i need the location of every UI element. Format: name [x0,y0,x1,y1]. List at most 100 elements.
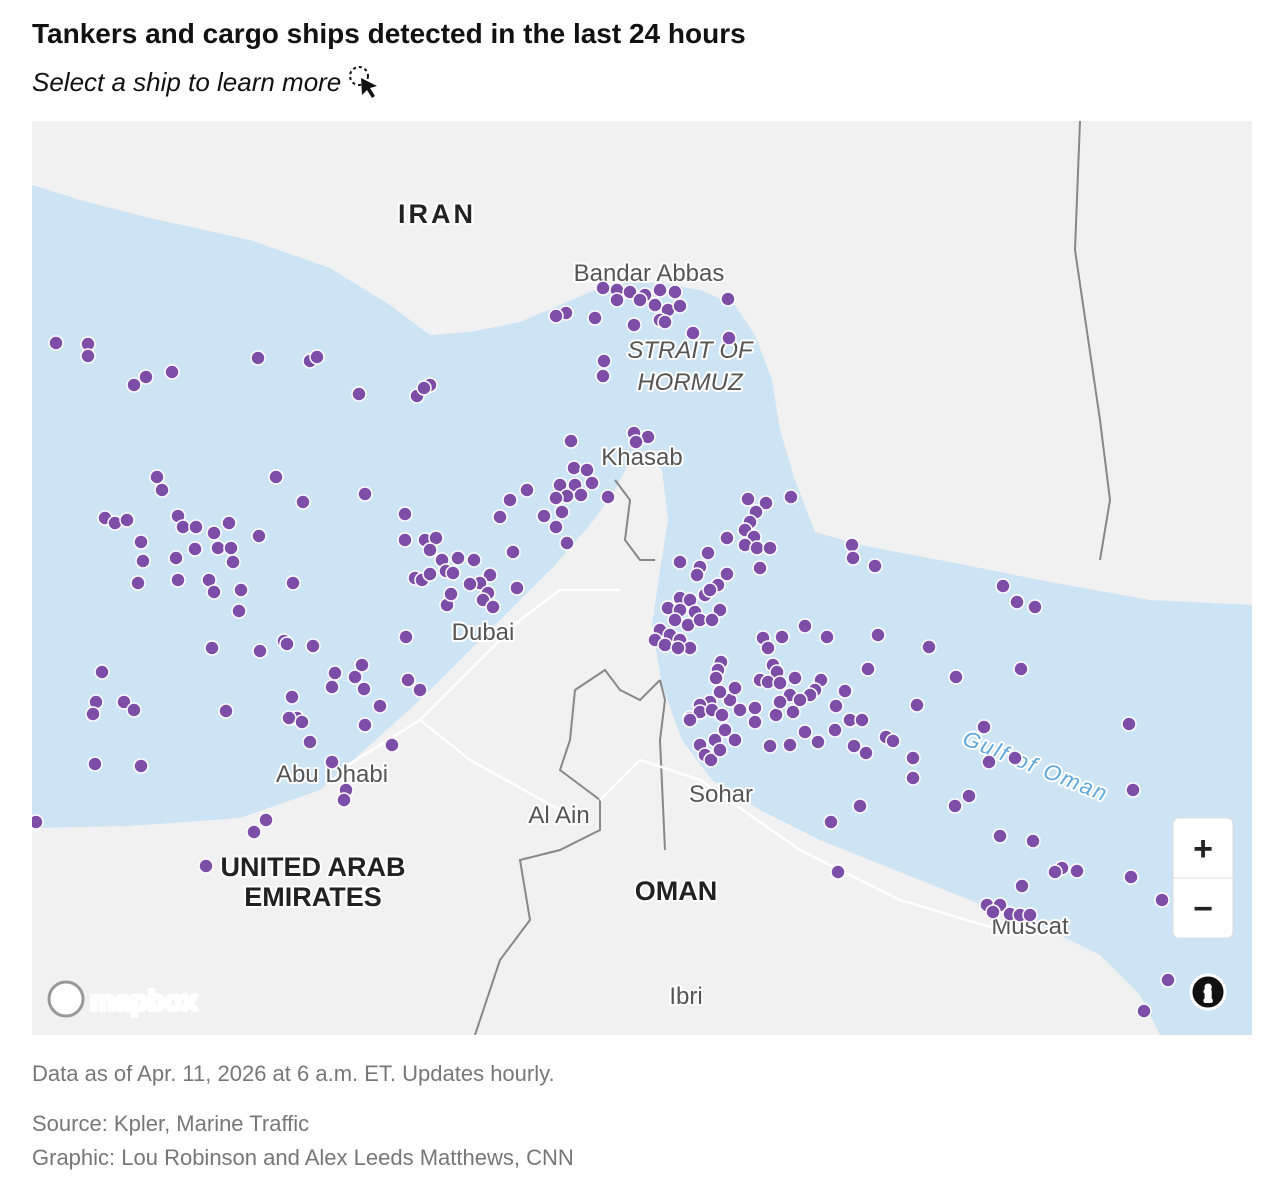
ship[interactable] [647,297,663,313]
ship[interactable] [221,515,237,531]
ship[interactable] [1027,599,1043,615]
ship[interactable] [372,698,388,714]
ship[interactable] [138,369,154,385]
info-button[interactable] [1189,973,1227,1011]
ship[interactable] [700,545,716,561]
ship[interactable] [810,734,826,750]
ship[interactable] [760,640,776,656]
ship[interactable] [566,460,582,476]
ship[interactable] [397,506,413,522]
ship[interactable] [170,572,186,588]
ship[interactable] [233,582,249,598]
ship[interactable] [772,675,788,691]
ship[interactable] [231,603,247,619]
zoom-out[interactable]: − [1191,888,1215,930]
ship[interactable] [187,541,203,557]
ship[interactable] [685,325,701,341]
ship[interactable] [632,292,648,308]
ship[interactable] [198,858,214,874]
ship[interactable] [492,509,508,525]
ship[interactable] [783,489,799,505]
ship[interactable] [485,599,501,615]
ship[interactable] [1121,716,1137,732]
ship[interactable] [905,770,921,786]
ship[interactable] [823,814,839,830]
ship[interactable] [225,554,241,570]
zoom-in[interactable]: + [1191,828,1215,870]
ship[interactable] [206,525,222,541]
ship[interactable] [309,349,325,365]
ship[interactable] [667,612,683,628]
ship[interactable] [703,752,719,768]
ship[interactable] [672,298,688,314]
ship[interactable] [909,697,925,713]
ship[interactable] [384,737,400,753]
ship[interactable] [398,629,414,645]
ship[interactable] [443,586,459,602]
ship[interactable] [961,788,977,804]
ship[interactable] [947,798,963,814]
ship[interactable] [206,584,222,600]
ship[interactable] [727,732,743,748]
ship[interactable] [281,710,297,726]
ship[interactable] [1014,878,1030,894]
ship[interactable] [596,353,612,369]
ship[interactable] [218,703,234,719]
ship[interactable] [1154,892,1170,908]
ship[interactable] [732,702,748,718]
ship[interactable] [948,669,964,685]
ship[interactable] [258,812,274,828]
ship[interactable] [548,308,564,324]
ship[interactable] [268,469,284,485]
ship[interactable] [502,492,518,508]
ship[interactable] [164,364,180,380]
ship[interactable] [1022,907,1038,923]
ship[interactable] [354,657,370,673]
ship[interactable] [554,504,570,520]
ship[interactable] [905,750,921,766]
ship[interactable] [797,618,813,634]
ship[interactable] [294,714,310,730]
ship[interactable] [559,535,575,551]
ship[interactable] [885,733,901,749]
ship[interactable] [712,684,728,700]
ship[interactable] [210,540,226,556]
ship[interactable] [719,566,735,582]
ship[interactable] [126,702,142,718]
ship[interactable] [774,629,790,645]
ship[interactable] [870,627,886,643]
ship[interactable] [609,292,625,308]
ship[interactable] [119,512,135,528]
ship[interactable] [1136,1003,1152,1019]
ship[interactable] [285,575,301,591]
ship[interactable] [548,490,564,506]
ship[interactable] [600,489,616,505]
ship[interactable] [867,558,883,574]
ship[interactable] [357,717,373,733]
ship[interactable] [858,745,874,761]
ship[interactable] [1013,661,1029,677]
ship[interactable] [830,864,846,880]
ship[interactable] [720,291,736,307]
ship[interactable] [704,612,720,628]
ship[interactable] [324,679,340,695]
ship[interactable] [595,368,611,384]
ship[interactable] [727,680,743,696]
ship[interactable] [708,670,724,686]
ship[interactable] [985,904,1001,920]
ship[interactable] [782,737,798,753]
ship[interactable] [981,754,997,770]
ship[interactable] [721,330,737,346]
ship[interactable] [772,694,788,710]
ship[interactable] [740,491,756,507]
ship[interactable] [712,602,728,618]
ship[interactable] [844,537,860,553]
ship[interactable] [135,553,151,569]
ship[interactable] [284,689,300,705]
ship[interactable] [921,639,937,655]
ship[interactable] [587,310,603,326]
ship[interactable] [837,683,853,699]
ship[interactable] [130,575,146,591]
ship[interactable] [819,629,835,645]
ship[interactable] [48,335,64,351]
